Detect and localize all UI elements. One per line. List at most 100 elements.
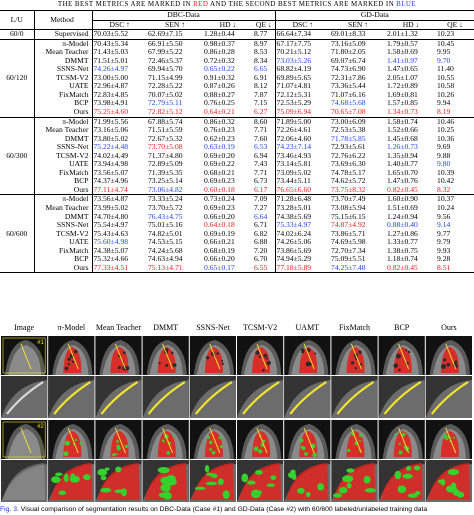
figure-column-labels: Image π-Model Mean Teacher DMMT SSNS-Net TCSM… bbox=[0, 322, 474, 335]
table-row: UATE 75.60±4.98 74.53±5.15 0.66±0.21 6.88 74.… bbox=[0, 238, 474, 247]
metric-cell: 8.77 bbox=[253, 29, 276, 40]
lu-cell: 60/600 bbox=[0, 194, 35, 273]
metric-header: DSC ↑ bbox=[109, 20, 130, 29]
table-header: L/U Method DBC-Data GD-Data DSC ↑ SEN ↑ … bbox=[0, 10, 474, 30]
metric-cell: 72.76±6.22 bbox=[331, 151, 366, 160]
metric-cell: 74.53±5.15 bbox=[148, 238, 183, 247]
table-row: Mean Teacher 73.16±5.06 71.51±5.59 0.76±0.2… bbox=[0, 126, 474, 135]
figure-number: Fig. 3. bbox=[0, 506, 19, 513]
metric-cell: 74.68±5.68 bbox=[331, 99, 366, 108]
method-cell: DMMT bbox=[34, 56, 93, 66]
caption-blue-word: BLUE bbox=[396, 0, 417, 8]
metric-cell: 8.32 bbox=[437, 185, 451, 194]
figure-tile bbox=[378, 376, 425, 418]
metric-cell: 72.93±5.61 bbox=[331, 143, 366, 152]
metric-cell: 75.22±4.48 bbox=[93, 143, 129, 152]
metric-cell: 73.00±5.00 bbox=[93, 73, 129, 82]
method-cell: Mean Teacher bbox=[34, 126, 93, 135]
metric-cell: 74.26±5.06 bbox=[276, 238, 312, 247]
metric-cell: 10.42 bbox=[437, 177, 455, 186]
metric-cell: 7.60 bbox=[253, 134, 276, 144]
metric-cell: 66.91±5.50 bbox=[148, 39, 183, 48]
metric-cell: 73.14±5.81 bbox=[276, 160, 312, 169]
metric-cell: 1.27±0.86 bbox=[387, 229, 418, 238]
method-cell: DMMT bbox=[34, 134, 93, 144]
figure-column-label: FixMatch bbox=[338, 323, 371, 332]
metric-cell: 75.54±4.97 bbox=[93, 221, 129, 230]
metric-cell: 0.63±0.19 bbox=[204, 143, 235, 152]
metric-cell: 1.47±0.65 bbox=[387, 65, 418, 74]
metric-cell: 0.82±0.45 bbox=[387, 263, 418, 272]
metric-cell: 0.68±0.21 bbox=[204, 168, 235, 177]
table-row: TCSM-V2 73.00±5.00 71.15±4.99 0.91±0.32 6.91… bbox=[0, 73, 474, 83]
figure-column-label: π-Model bbox=[57, 323, 86, 332]
metric-cell: 73.98±4.91 bbox=[93, 99, 129, 108]
metric-cell: 74.25±7.48 bbox=[331, 263, 366, 272]
metric-cell: 0.64±0.18 bbox=[204, 221, 235, 230]
figure-tile bbox=[95, 376, 142, 418]
metric-cell: 76.43±4.75 bbox=[148, 212, 183, 221]
table-body: 60/0 Supervised 70.03±5.52 62.69±7.15 1.28±0… bbox=[0, 29, 474, 273]
metric-cell: 72.53±5.38 bbox=[331, 126, 366, 135]
table-row: DMMT 73.80±5.02 72.67±5.32 0.62±0.23 7.60 72.… bbox=[0, 134, 474, 144]
metric-cell: 69.94±5.70 bbox=[148, 65, 183, 74]
metric-cell: 8.60 bbox=[253, 117, 276, 127]
metric-cell: 72.26±4.61 bbox=[276, 126, 312, 135]
metric-cell: 71.07±4.81 bbox=[276, 82, 312, 91]
metric-cell: 1.41±0.97 bbox=[387, 56, 418, 65]
metric-cell: 72.70±7.34 bbox=[331, 246, 366, 255]
method-cell: FixMatch bbox=[34, 168, 93, 178]
metric-cell: 7.87 bbox=[253, 90, 276, 100]
metric-cell: 71.15±4.99 bbox=[148, 73, 183, 82]
metric-cell: 72.06±4.60 bbox=[276, 134, 312, 143]
metric-cell: 1.79±0.57 bbox=[387, 39, 418, 48]
figure-tile bbox=[237, 336, 284, 375]
figure-tile bbox=[378, 336, 425, 375]
method-cell: Ours bbox=[34, 185, 93, 195]
method-cell: Ours bbox=[34, 263, 93, 273]
metric-cell: 73.09±5.02 bbox=[276, 168, 312, 177]
metric-cell: 67.88±5.74 bbox=[148, 117, 183, 126]
results-table: L/U Method DBC-Data GD-Data DSC ↑ SEN ↑ … bbox=[0, 10, 474, 273]
metric-cell: 6.17 bbox=[253, 185, 276, 195]
metric-cell: 73.44±5.11 bbox=[276, 177, 311, 186]
metric-cell: 73.86±5.71 bbox=[331, 229, 366, 238]
metric-cell: 73.70±7.49 bbox=[331, 194, 366, 204]
table-row: Ours 75.25±4.60 72.82±5.12 0.64±0.21 6.27 75.… bbox=[0, 108, 474, 118]
caption-text-mid: AND THE SECOND BEST METRICS ARE MARKED I… bbox=[208, 0, 397, 8]
method-cell: TCSM-V2 bbox=[34, 73, 93, 83]
table-row: DMMT 74.70±4.80 76.43±4.75 0.66±0.20 6.64 74.… bbox=[0, 212, 474, 222]
figure-column-label: SSNS-Net bbox=[196, 323, 230, 332]
lu-cell: 60/0 bbox=[0, 29, 35, 40]
method-cell: Ours bbox=[34, 108, 93, 118]
metric-cell: 72.67±5.32 bbox=[148, 134, 183, 143]
metric-cell: 71.39±5.35 bbox=[148, 168, 183, 177]
metric-cell: 72.89±5.09 bbox=[148, 160, 183, 169]
figure-tile bbox=[189, 376, 236, 418]
method-cell: SSNS-Net bbox=[34, 221, 93, 230]
metric-cell: 1.72±0.89 bbox=[387, 82, 418, 91]
figure-tile bbox=[284, 460, 331, 502]
method-cell: π-Model bbox=[34, 194, 93, 205]
metric-cell: 10.23 bbox=[437, 29, 455, 39]
metric-cell: 74.23±7.14 bbox=[276, 143, 312, 152]
metric-cell: 0.65±0.22 bbox=[204, 65, 235, 74]
metric-cell: 75.13±4.71 bbox=[148, 263, 183, 272]
method-cell: BCP bbox=[34, 255, 93, 264]
metric-cell: 74.70±4.80 bbox=[93, 212, 129, 221]
metric-cell: 72.31±7.86 bbox=[331, 73, 366, 82]
metric-cell: 0.76±0.23 bbox=[204, 126, 235, 135]
figure-tile bbox=[189, 420, 236, 459]
metric-cell: 9.70 bbox=[437, 56, 451, 65]
metric-cell: 66.64±7.34 bbox=[276, 29, 312, 39]
table-row: Mean Teacher 71.43±5.03 67.99±5.22 0.86±0.2… bbox=[0, 48, 474, 57]
metric-cell: 0.66±0.20 bbox=[204, 212, 235, 221]
metric-cell: 9.93 bbox=[437, 246, 451, 255]
table-row: UATE 72.96±4.87 72.28±5.22 0.87±0.26 8.12 71.… bbox=[0, 82, 474, 91]
metric-header: HD ↓ bbox=[219, 20, 237, 29]
metric-cell: 0.86±0.28 bbox=[204, 48, 235, 57]
figure-tile bbox=[95, 420, 142, 459]
metric-cell: 73.70±5.72 bbox=[148, 204, 183, 213]
figure-tile bbox=[284, 336, 331, 375]
lu-header: L/U bbox=[0, 10, 35, 30]
